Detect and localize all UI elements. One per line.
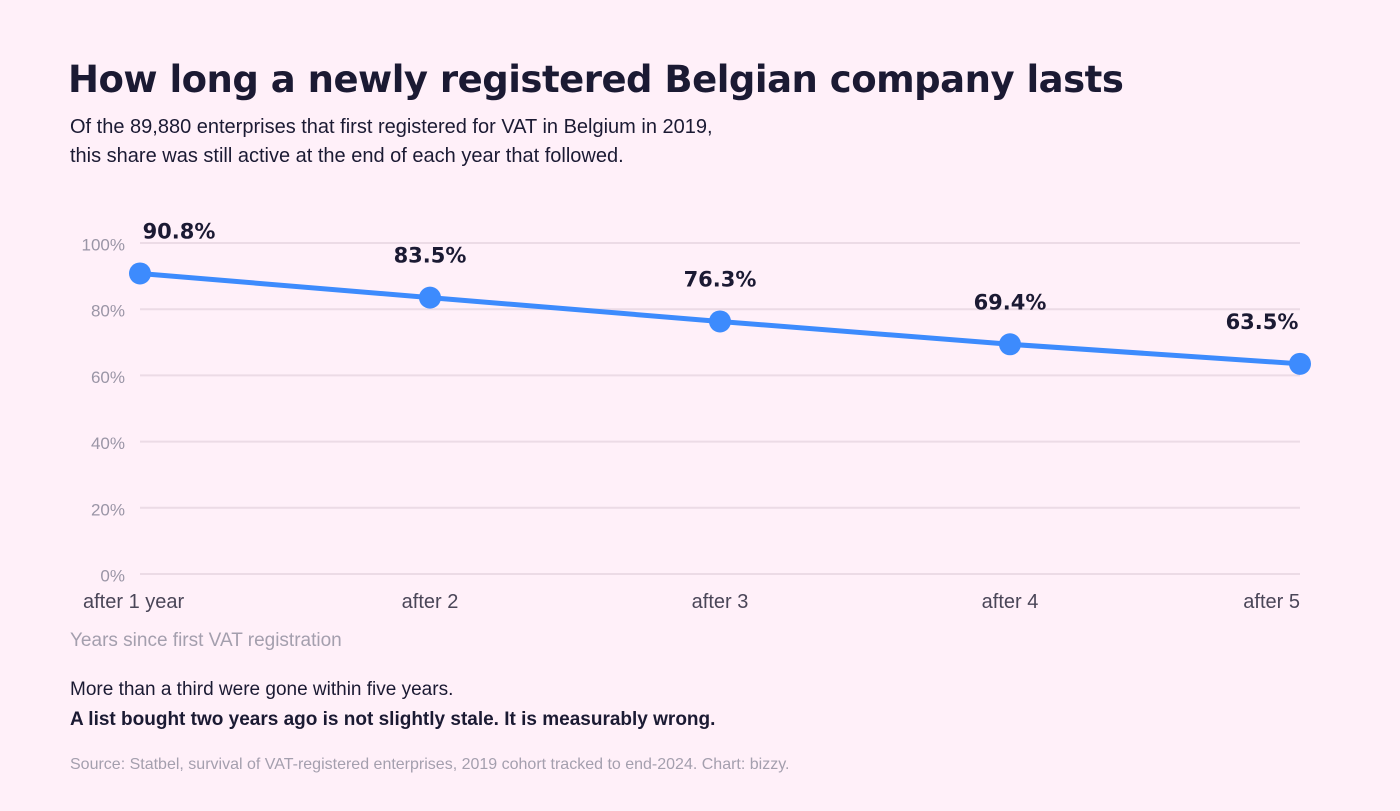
y-axis-ticks: 0% 20% 40% 60% 80% 100% [82, 235, 125, 585]
x-axis-ticks: after 1 year after 2 after 3 after 4 after 5 [83, 591, 1300, 613]
data-label: 83.5% [394, 244, 467, 268]
x-tick-label: after 3 [692, 591, 749, 613]
source-note: Source: Statbel, survival of VAT-registe… [70, 756, 790, 773]
x-tick-label: after 5 [1243, 591, 1300, 613]
y-tick-label: 100% [82, 235, 125, 254]
data-label: 69.4% [974, 290, 1047, 314]
x-tick-label: after 2 [402, 591, 459, 613]
data-point [999, 333, 1021, 356]
data-label: 90.8% [143, 219, 216, 243]
y-tick-label: 40% [91, 434, 125, 453]
data-point [709, 310, 731, 333]
data-point [129, 262, 151, 285]
data-point [1289, 352, 1311, 375]
gridlines [140, 242, 1300, 575]
data-points [129, 262, 1311, 375]
line-chart: 0% 20% 40% 60% 80% 100% 90.8% 83.5% 76.3% 69.4% 6… [82, 219, 1311, 613]
takeaway-emphasis: A list bought two years ago is not sligh… [70, 709, 716, 730]
chart-subtitle: Of the 89,880 enterprises that first reg… [70, 113, 713, 171]
y-tick-label: 80% [91, 302, 125, 321]
chart-title: How long a newly registered Belgian comp… [68, 58, 1124, 101]
y-tick-label: 0% [100, 566, 125, 585]
y-tick-label: 60% [91, 368, 125, 387]
data-point [419, 286, 441, 309]
x-tick-label: after 4 [982, 591, 1039, 613]
data-label: 63.5% [1226, 310, 1299, 334]
subtitle-line-1: Of the 89,880 enterprises that first reg… [70, 116, 713, 138]
data-label: 76.3% [684, 267, 757, 291]
subtitle-line-2: this share was still active at the end o… [70, 145, 624, 167]
takeaway-note: More than a third were gone within five … [70, 679, 454, 700]
data-labels: 90.8% 83.5% 76.3% 69.4% 63.5% [143, 219, 1299, 333]
y-tick-label: 20% [91, 500, 125, 519]
x-axis-title: Years since first VAT registration [70, 630, 342, 651]
x-tick-label: after 1 year [83, 591, 185, 613]
